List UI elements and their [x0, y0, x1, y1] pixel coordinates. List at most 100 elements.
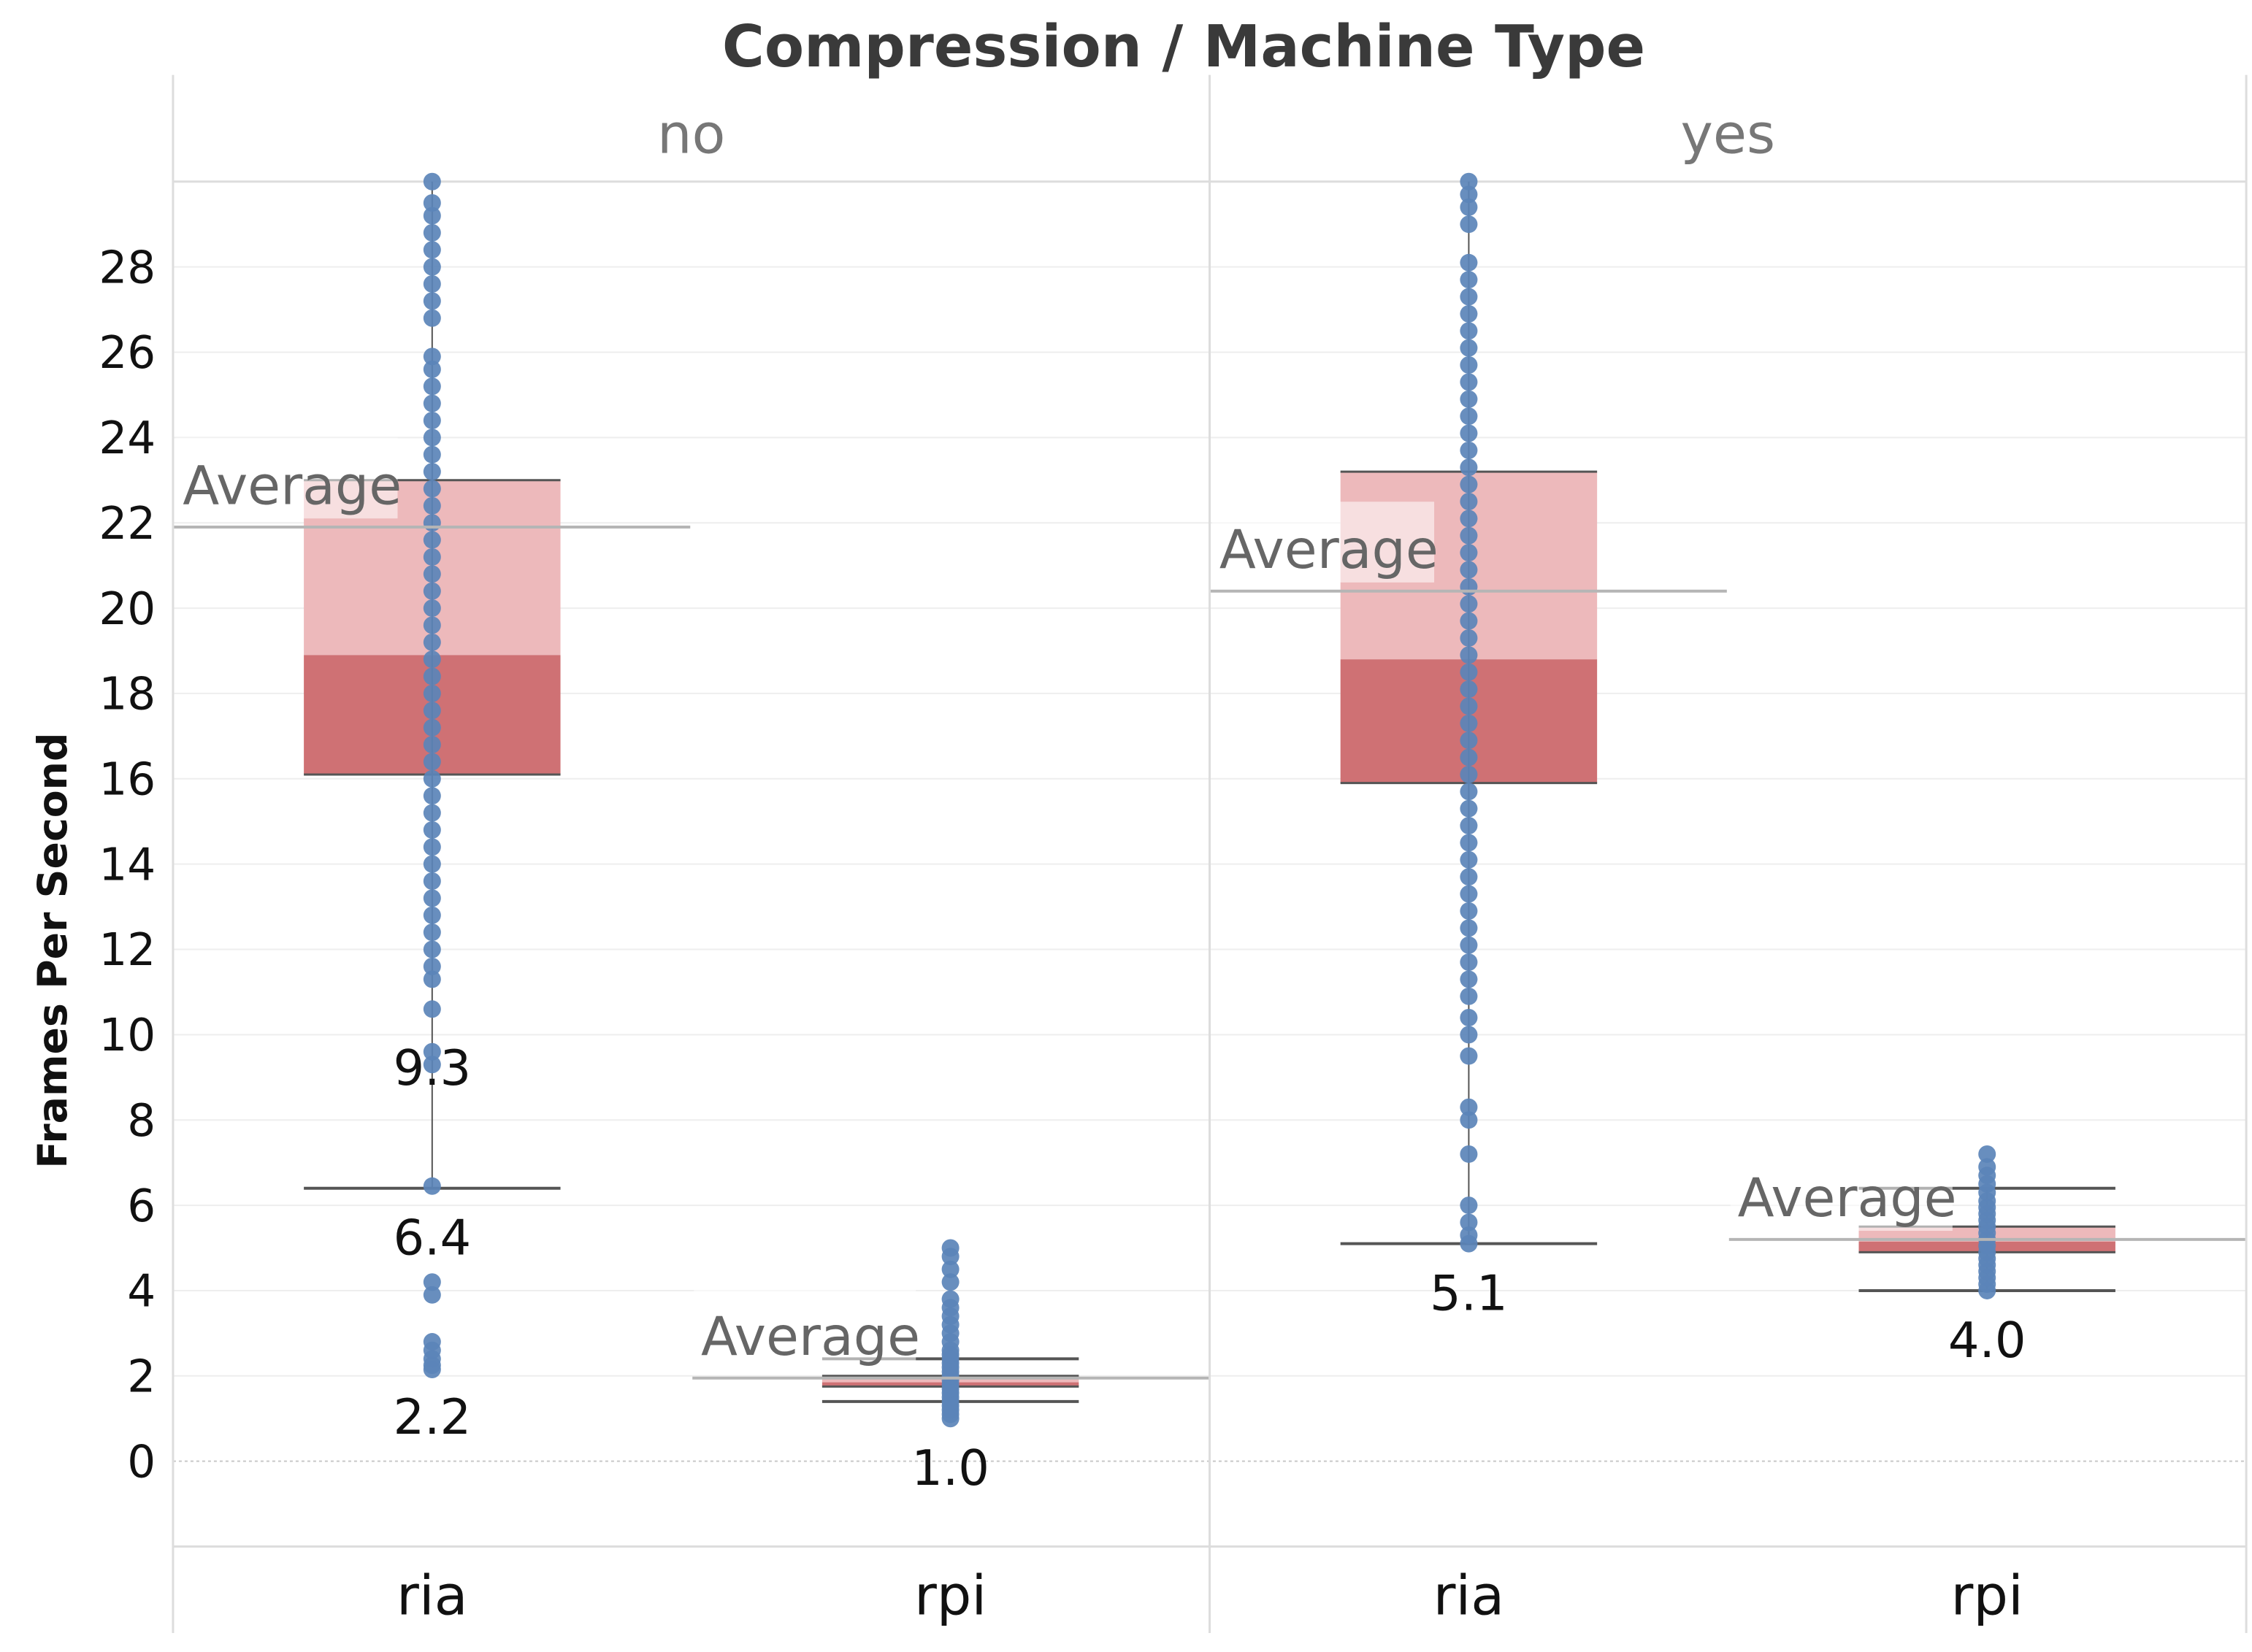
value-label: 9.3 [393, 1040, 471, 1096]
data-point [423, 970, 441, 988]
data-point [1460, 850, 1478, 869]
data-point [423, 889, 441, 907]
panel-label-yes: yes [1680, 101, 1775, 166]
category-label-no-ria: ria [397, 1563, 468, 1627]
data-point [423, 258, 441, 276]
data-point [423, 463, 441, 481]
y-tick-label: 22 [99, 498, 156, 550]
data-point [941, 1260, 960, 1278]
data-point [423, 1056, 441, 1074]
data-point [423, 377, 441, 396]
data-point [1460, 339, 1478, 357]
data-point [423, 514, 441, 532]
data-point [1460, 1145, 1478, 1163]
data-point [1460, 1047, 1478, 1065]
data-point [1460, 765, 1478, 783]
data-point [1460, 322, 1478, 340]
y-tick-label: 6 [127, 1180, 156, 1232]
average-label: Average [701, 1306, 920, 1368]
value-label: 6.4 [393, 1210, 471, 1267]
data-point [1460, 492, 1478, 510]
data-point [1460, 731, 1478, 750]
y-tick-label: 24 [99, 412, 156, 464]
data-point [1460, 253, 1478, 272]
data-point [423, 1042, 441, 1061]
y-tick-label: 0 [127, 1436, 156, 1488]
data-point [423, 445, 441, 464]
data-point [423, 360, 441, 378]
data-point [1460, 868, 1478, 886]
data-point [941, 1239, 960, 1257]
data-point [423, 923, 441, 942]
data-point [1460, 577, 1478, 596]
data-point [1978, 1158, 1996, 1176]
value-label: 5.1 [1430, 1264, 1508, 1321]
data-point [1460, 612, 1478, 630]
y-tick-label: 20 [99, 583, 156, 635]
average-label: Average [1219, 519, 1439, 581]
data-point [423, 1177, 441, 1195]
y-tick-label: 26 [99, 327, 156, 379]
data-point [1460, 373, 1478, 391]
value-label: 2.2 [393, 1388, 471, 1445]
data-point [1460, 834, 1478, 852]
data-point [423, 906, 441, 924]
data-point [423, 480, 441, 498]
y-tick-label: 18 [99, 669, 156, 721]
data-point [423, 241, 441, 259]
value-label: 1.0 [911, 1440, 989, 1497]
y-tick-label: 8 [127, 1095, 156, 1147]
data-point [1460, 987, 1478, 1005]
data-point [1460, 663, 1478, 681]
data-point [1460, 356, 1478, 374]
data-point [1460, 936, 1478, 954]
data-point [423, 309, 441, 327]
data-point [423, 821, 441, 839]
data-point [1460, 1008, 1478, 1026]
data-point [423, 940, 441, 958]
data-point [423, 193, 441, 212]
data-point [1460, 1026, 1478, 1044]
category-label-yes-rpi: rpi [1951, 1563, 2023, 1627]
y-tick-label: 14 [99, 839, 156, 891]
data-point [1460, 304, 1478, 323]
data-point [423, 548, 441, 566]
data-point [1460, 407, 1478, 426]
panel-frame [172, 74, 2248, 1633]
average-label-backdrop [1211, 502, 1435, 583]
data-point [1460, 1226, 1478, 1244]
data-point [423, 838, 441, 856]
data-point [423, 496, 441, 515]
data-point [1460, 953, 1478, 972]
data-point [1460, 288, 1478, 306]
data-point [1460, 458, 1478, 477]
data-point [1460, 783, 1478, 801]
data-point [941, 1273, 960, 1291]
data-point [1460, 1111, 1478, 1129]
data-point [423, 633, 441, 651]
data-point [423, 667, 441, 685]
data-point [1460, 697, 1478, 715]
data-point [423, 855, 441, 873]
data-point [423, 347, 441, 366]
average-label: Average [183, 455, 402, 517]
chart-title: Compression / Machine Type [722, 13, 1645, 80]
y-tick-label: 28 [99, 242, 156, 293]
data-point [1460, 172, 1478, 191]
data-point [1460, 680, 1478, 699]
data-point [1460, 714, 1478, 732]
panel-label-no: no [657, 101, 725, 166]
data-point [423, 650, 441, 669]
data-point [423, 292, 441, 310]
data-point [1460, 510, 1478, 528]
data-point [1460, 970, 1478, 988]
data-point [423, 207, 441, 225]
data-point [1460, 271, 1478, 289]
data-point [1460, 629, 1478, 647]
data-point [423, 429, 441, 447]
data-point [1978, 1145, 1996, 1163]
data-point [1460, 544, 1478, 562]
data-point [423, 616, 441, 634]
